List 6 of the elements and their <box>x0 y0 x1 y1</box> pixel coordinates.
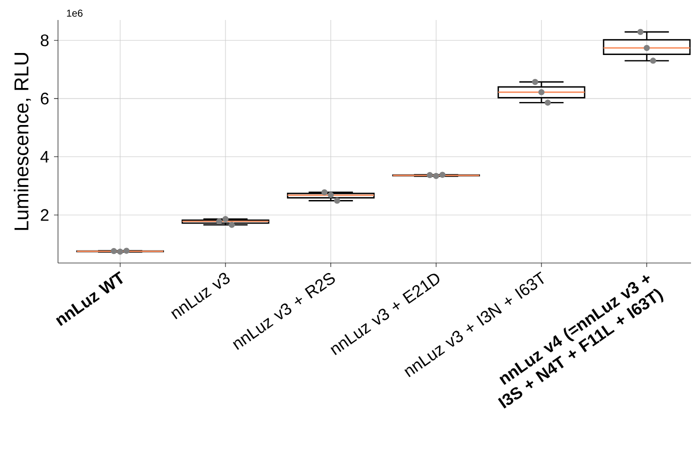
y-tick-label: 8 <box>40 34 49 46</box>
text: 1e6 <box>67 10 83 17</box>
y-tick-label: 6 <box>40 92 49 104</box>
y-tick-label: 4 <box>40 151 49 162</box>
y-axis-title: Luminescence, RLU <box>14 53 31 230</box>
y-tick-label: 2 <box>40 209 48 221</box>
